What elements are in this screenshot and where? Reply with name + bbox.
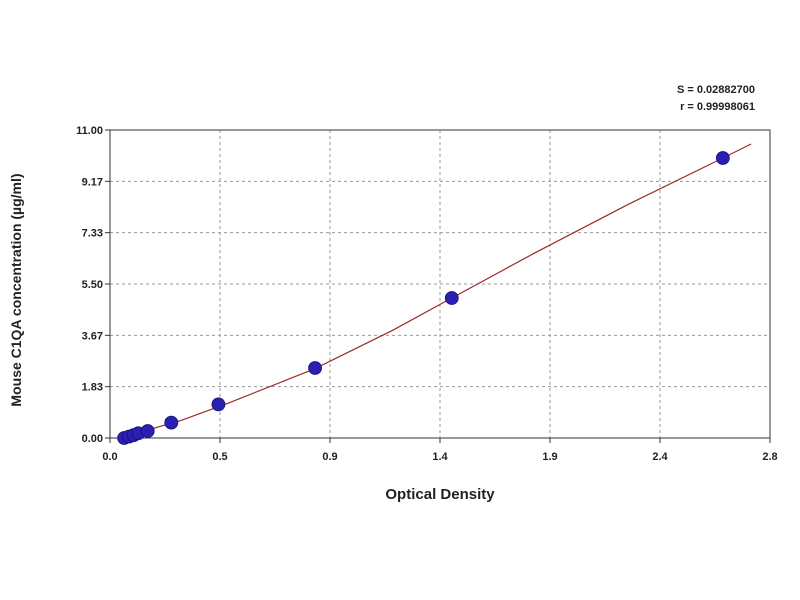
y-tick-label: 9.17: [82, 176, 103, 188]
y-tick-label: 7.33: [82, 228, 103, 240]
y-tick-label: 1.83: [82, 382, 103, 394]
y-tick-label: 0.00: [82, 433, 103, 445]
y-tick-label: 3.67: [82, 330, 103, 342]
fit-statistic-s: S = 0.02882700: [677, 84, 755, 96]
x-tick-label: 2.4: [652, 451, 668, 463]
fit-statistic-r: r = 0.99998061: [680, 101, 755, 113]
x-tick-label: 1.9: [542, 451, 557, 463]
y-tick-label: 5.50: [82, 279, 103, 291]
data-point: [164, 415, 179, 430]
y-axis-label: Mouse C1QA concentration (µg/ml): [8, 173, 24, 407]
x-tick-label: 0.9: [322, 451, 337, 463]
data-point: [715, 151, 730, 165]
x-tick-label: 1.4: [432, 451, 448, 463]
x-tick-label: 0.5: [212, 451, 227, 463]
data-point: [308, 361, 322, 375]
x-axis-ticks: 0.0 0.5 0.9 1.4 1.9 2.4 2.8: [102, 438, 778, 463]
data-point: [444, 291, 459, 305]
grid-lines: [110, 130, 770, 438]
y-axis-ticks: 0.00 1.83 3.67 5.50 7.33 9.17 11.00: [76, 125, 110, 445]
x-tick-label: 2.8: [762, 451, 777, 463]
y-tick-label: 11.00: [76, 125, 103, 137]
data-points: [117, 151, 730, 445]
x-tick-label: 0.0: [102, 451, 117, 463]
data-point: [140, 424, 155, 438]
data-point: [211, 397, 226, 412]
x-axis-label: Optical Density: [385, 486, 495, 503]
fit-curve: [119, 143, 752, 439]
